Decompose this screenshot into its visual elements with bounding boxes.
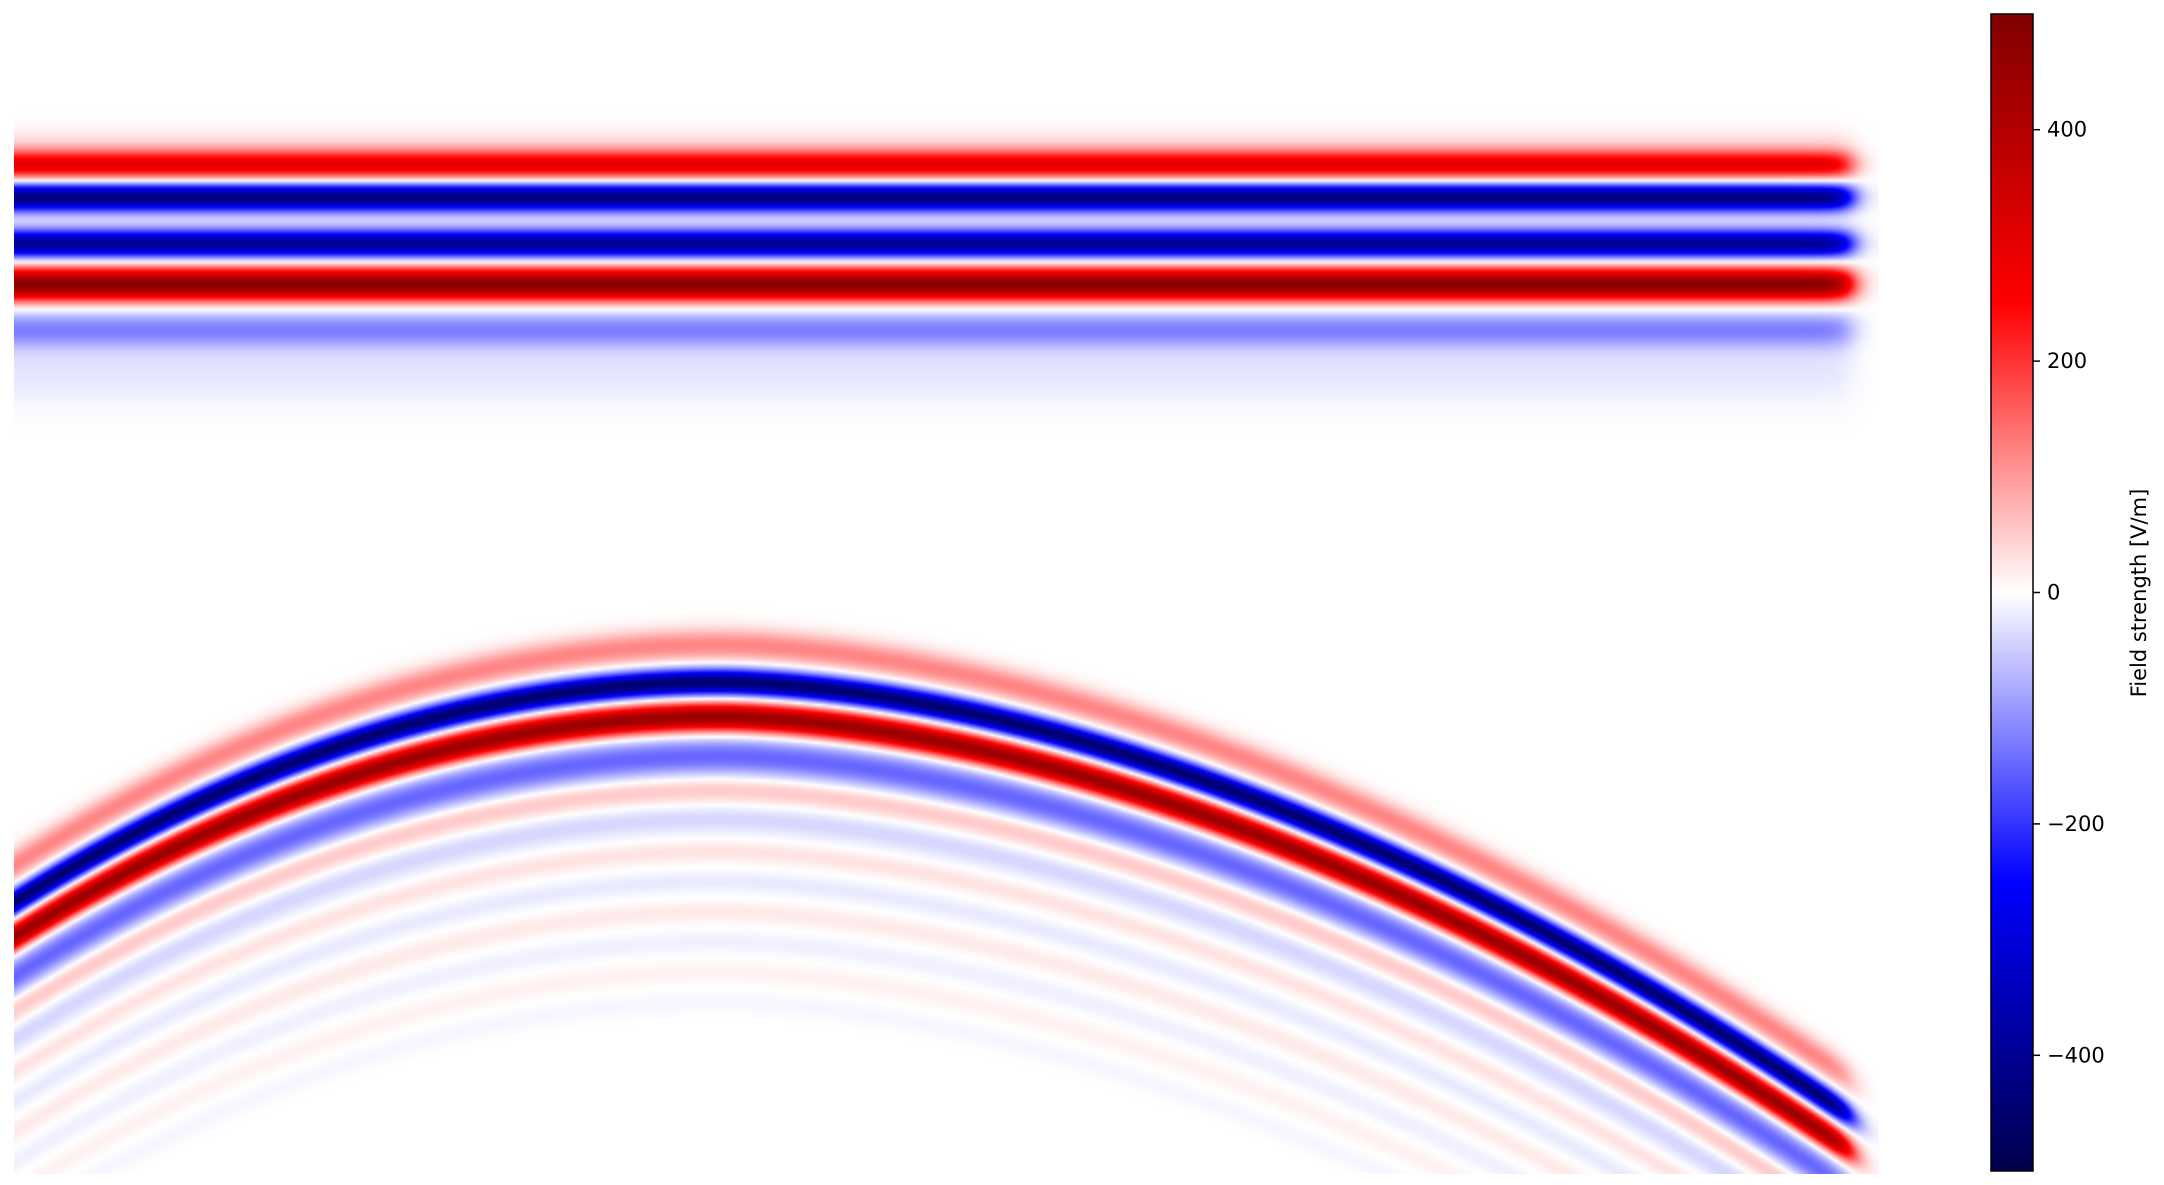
colorbar-tick-label: −400 [2047,1043,2105,1067]
colorbar-gradient [1990,13,2034,1172]
colorbar-tick-label: 400 [2047,118,2087,142]
colorbar-tick-label: 200 [2047,349,2087,373]
colorbar-tick-label: 0 [2047,581,2060,605]
field-heatmap [14,14,1879,1174]
colorbar-label: Field strength [V/m] [2127,489,2151,698]
colorbar-ticks: 400 200 0 −200 −400 [2033,118,2105,1067]
colorbar-tick-label: −200 [2047,812,2105,836]
